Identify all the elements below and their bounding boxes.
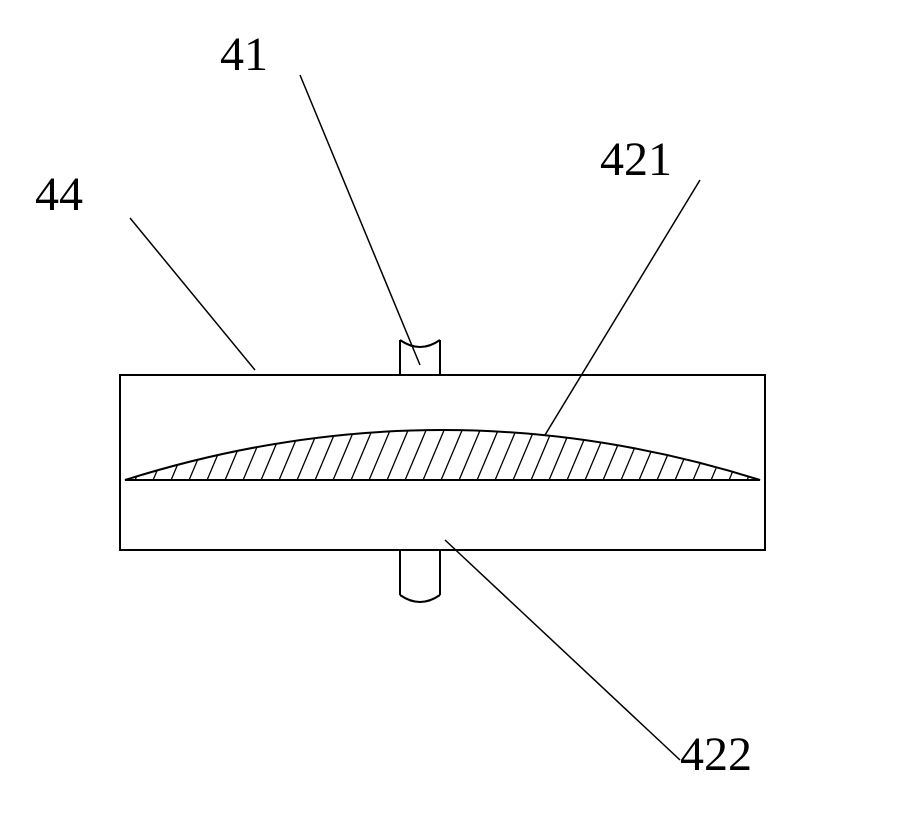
shaft-top-break (400, 340, 440, 347)
label-l422: 422 (680, 728, 752, 781)
leader-l421 (545, 180, 700, 435)
housing-rect (120, 375, 765, 550)
label-l44: 44 (35, 168, 83, 221)
leader-l44 (130, 218, 255, 370)
label-l41: 41 (220, 28, 268, 81)
blade-outline (125, 430, 760, 480)
shaft-bottom-break (400, 595, 440, 602)
leader-l422 (445, 540, 680, 760)
leader-l41 (300, 75, 420, 365)
label-l421: 421 (600, 133, 672, 186)
